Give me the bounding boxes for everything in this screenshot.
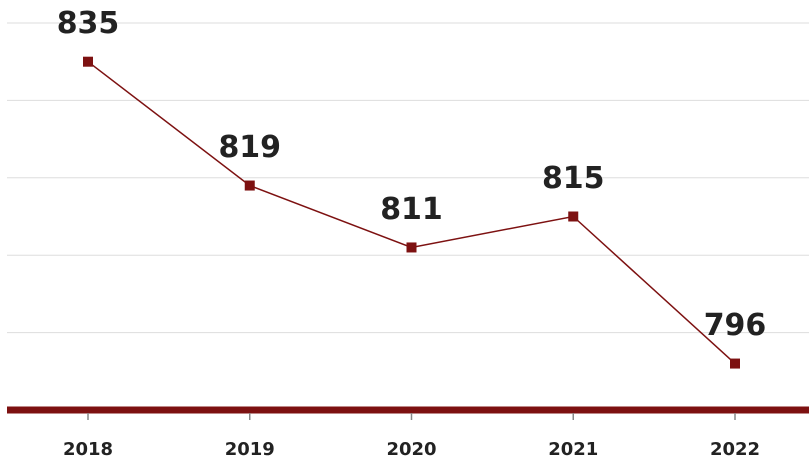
x-tick-label: 2021 bbox=[548, 439, 598, 460]
point bbox=[244, 180, 255, 191]
value-label: 815 bbox=[542, 161, 605, 196]
value-label: 796 bbox=[704, 308, 767, 343]
value-label: 811 bbox=[380, 192, 443, 227]
point bbox=[406, 242, 417, 253]
x-tick-label: 2022 bbox=[710, 439, 760, 460]
value-label: 819 bbox=[218, 130, 281, 165]
point bbox=[730, 358, 740, 369]
x-tick-label: 2019 bbox=[225, 439, 275, 460]
x-tick-label: 2020 bbox=[386, 439, 436, 460]
value-label: 835 bbox=[57, 6, 120, 41]
point bbox=[568, 211, 579, 222]
point bbox=[83, 56, 93, 67]
x-tick-label: 2018 bbox=[63, 439, 113, 460]
